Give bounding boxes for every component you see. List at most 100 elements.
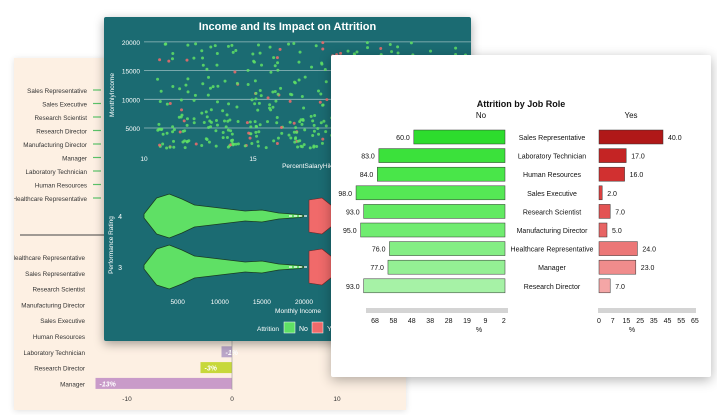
- violin-category-label: 4: [118, 214, 122, 221]
- scatter-point: [312, 129, 316, 133]
- upper-category-label: Healthcare Representative: [14, 196, 87, 203]
- scatter-point: [260, 63, 264, 67]
- scatter-point: [201, 63, 205, 67]
- upper-category-label: Research Scientist: [35, 115, 88, 122]
- scatter-point: [255, 134, 259, 138]
- scatter-point: [325, 98, 329, 102]
- income-chart-title: Income and Its Impact on Attrition: [198, 21, 377, 33]
- upper-category-label: Human Resources: [35, 183, 87, 190]
- yes-bar: [598, 241, 638, 256]
- scatter-point: [319, 121, 323, 125]
- x-tick-label: 0: [230, 396, 234, 403]
- x-axis-label: PercentSalaryHike: [282, 163, 336, 170]
- scatter-point: [300, 94, 304, 98]
- lower-category-label: Research Scientist: [33, 287, 86, 294]
- scatter-point: [396, 51, 400, 55]
- no-x-tick-label: 68: [371, 318, 379, 325]
- no-bar: [363, 204, 506, 219]
- scatter-point: [256, 108, 260, 112]
- scatter-point: [252, 60, 256, 64]
- scatter-point: [308, 146, 312, 150]
- scatter-point: [205, 67, 209, 71]
- scatter-point: [324, 130, 328, 134]
- scatter-point: [179, 98, 183, 102]
- job-role-label: Sales Executive: [527, 191, 577, 198]
- yes-panel-header: Yes: [624, 111, 638, 120]
- scatter-point: [185, 123, 189, 127]
- scatter-point: [235, 81, 239, 85]
- scatter-point: [276, 61, 280, 65]
- no-bar: [360, 222, 506, 238]
- scatter-point: [258, 51, 262, 55]
- scatter-point: [171, 85, 175, 89]
- scatter-point: [317, 89, 321, 93]
- no-bar-value-label: 60.0: [396, 135, 410, 142]
- scatter-point: [183, 146, 187, 150]
- lower-category-label: Laboratory Technician: [24, 350, 86, 357]
- scatter-point: [221, 136, 225, 140]
- scatter-point: [273, 90, 277, 94]
- no-bar: [387, 259, 506, 275]
- violin-x-tick-label: 5000: [170, 299, 185, 306]
- scatter-point: [172, 139, 176, 143]
- no-bar: [389, 241, 506, 256]
- attrition-by-job-role-card: Attrition by Job Role No Yes 60.0 Sales R…: [331, 55, 711, 377]
- no-x-tick-label: 48: [408, 318, 416, 325]
- yes-bar-value-label: 17.0: [631, 154, 645, 161]
- scatter-point: [200, 144, 204, 148]
- scatter-point: [278, 47, 282, 51]
- scatter-point: [253, 79, 257, 83]
- scatter-point: [228, 118, 232, 122]
- no-x-tick-label: 9: [483, 318, 487, 325]
- upper-category-label: Laboratory Technician: [26, 169, 88, 176]
- scatter-point: [324, 124, 328, 128]
- scatter-point: [201, 56, 205, 60]
- no-bar: [363, 278, 506, 294]
- scatter-point: [314, 44, 318, 48]
- scatter-point: [311, 119, 315, 123]
- scatter-point: [268, 103, 272, 107]
- scatter-point: [396, 45, 400, 49]
- yes-bar: [598, 204, 611, 219]
- scatter-point: [178, 87, 182, 91]
- scatter-point: [317, 132, 321, 136]
- upper-category-label: Manager: [62, 156, 87, 163]
- scatter-point: [246, 82, 250, 86]
- job-role-label: Manager: [538, 265, 566, 272]
- scatter-point: [181, 129, 185, 133]
- scatter-point: [158, 58, 162, 62]
- job-role-label: Sales Representative: [519, 135, 586, 142]
- scatter-point: [178, 130, 182, 134]
- scatter-point: [171, 130, 175, 134]
- scatter-point: [301, 118, 305, 122]
- scatter-point: [256, 140, 260, 144]
- scatter-point: [257, 130, 261, 134]
- scatter-point: [269, 108, 273, 112]
- scatter-point: [221, 131, 225, 135]
- scatter-point: [215, 51, 219, 55]
- scatter-point: [321, 47, 325, 51]
- scatter-point: [295, 130, 299, 134]
- scatter-point: [158, 143, 162, 147]
- scatter-point: [165, 102, 169, 106]
- scatter-point: [315, 144, 319, 148]
- violin-y-axis-label: Performance Rating: [108, 216, 115, 274]
- scatter-point: [168, 101, 172, 105]
- scatter-point: [268, 45, 272, 49]
- scatter-point: [322, 119, 326, 123]
- scatter-point: [214, 118, 218, 122]
- scatter-point: [311, 133, 315, 137]
- job-role-label: Human Resources: [523, 172, 581, 179]
- lower-category-label: Manager: [60, 381, 85, 388]
- scatter-point: [157, 122, 161, 126]
- change-bar: [200, 362, 232, 374]
- scatter-point: [158, 99, 162, 103]
- scatter-point: [171, 51, 175, 55]
- no-panel-header: No: [475, 111, 487, 120]
- scatter-point: [192, 98, 196, 102]
- violin-category-label: 3: [118, 265, 122, 272]
- scatter-point: [186, 43, 190, 47]
- scatter-point: [339, 51, 343, 55]
- no-x-axis-label: %: [476, 327, 482, 334]
- scatter-point: [215, 123, 219, 127]
